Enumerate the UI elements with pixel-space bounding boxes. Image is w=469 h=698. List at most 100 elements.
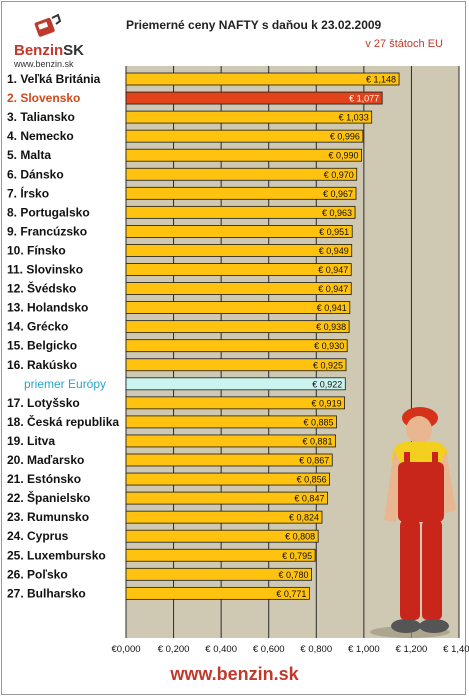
category-label: 6. Dánsko	[7, 167, 64, 181]
bar-value-label: € 1,033	[339, 113, 369, 123]
bar	[125, 472, 331, 486]
bar	[125, 548, 316, 562]
category-label: 5. Malta	[7, 148, 51, 162]
x-tick-label: € 0,400	[205, 644, 237, 655]
bar	[125, 110, 373, 124]
bar	[125, 244, 353, 257]
bar	[125, 224, 353, 238]
fuel-pump-icon	[34, 13, 62, 37]
category-label: 4. Nemecko	[7, 129, 74, 143]
category-label: 15. Belgicko	[7, 339, 77, 353]
bar-value-label: € 0,856	[297, 475, 327, 485]
bar	[125, 586, 310, 600]
bar-value-label: € 0,930	[314, 341, 344, 351]
category-label: 16. Rakúsko	[7, 358, 77, 372]
category-label: 13. Holandsko	[7, 301, 88, 315]
bar-value-label: € 0,970	[324, 170, 354, 180]
bar	[125, 453, 333, 467]
category-label: 10. Fínsko	[7, 243, 66, 257]
bar	[125, 510, 323, 524]
bar-value-label: € 1,077	[349, 94, 379, 104]
bar	[125, 205, 356, 219]
category-label: priemer Európy	[24, 377, 106, 391]
bar-value-label: € 0,885	[303, 417, 333, 427]
bar-value-label: € 0,938	[316, 322, 346, 332]
category-label: 24. Cyprus	[7, 529, 69, 543]
benzin-logo: BenzinSK www.benzin.sk	[8, 12, 88, 69]
category-label: 2. Slovensko	[7, 91, 80, 105]
category-label: 19. Litva	[7, 434, 55, 448]
bar-value-label: € 0,963	[322, 208, 352, 218]
category-label: 11. Slovinsko	[7, 263, 83, 277]
category-label: 1. Veľká Británia	[7, 72, 101, 86]
bar	[125, 91, 383, 105]
logo-word: Benzin	[14, 42, 64, 59]
bar	[125, 358, 347, 372]
bar	[125, 129, 364, 143]
logo-url: www.benzin.sk	[14, 59, 74, 69]
category-label: 26. Poľsko	[7, 567, 68, 581]
category-label: 8. Portugalsko	[7, 205, 90, 219]
bar-value-label: € 0,919	[312, 398, 342, 408]
bar-value-label: € 0,824	[289, 513, 319, 523]
category-label: 20. Maďarsko	[7, 453, 84, 467]
bar	[125, 301, 351, 315]
bar-value-label: € 0,771	[276, 589, 306, 599]
bar-value-label: € 0,947	[318, 265, 348, 275]
footer-url: www.benzin.sk	[170, 664, 299, 684]
bar-value-label: € 0,867	[299, 456, 329, 466]
mascot-illustration	[370, 407, 456, 638]
category-label: 23. Rumunsko	[7, 510, 89, 524]
bar-value-label: € 0,780	[278, 570, 308, 580]
bar-value-label: € 0,941	[317, 303, 347, 313]
logo-wordmark: BenzinSK	[14, 42, 84, 59]
category-label: 3. Taliansko	[7, 110, 75, 124]
bar-value-label: € 0,949	[319, 246, 349, 256]
bar	[125, 282, 352, 295]
category-label: 22. Španielsko	[7, 490, 90, 505]
category-label: 14. Grécko	[7, 320, 68, 334]
bar	[125, 529, 319, 543]
bar	[125, 396, 345, 410]
x-tick-label: € 1,400	[443, 644, 469, 655]
category-label: 7. Írsko	[7, 185, 49, 200]
bar	[125, 148, 362, 162]
chart-title: Priemerné ceny NAFTY s daňou k 23.02.200…	[126, 18, 382, 32]
category-label: 18. Česká republika	[7, 414, 119, 429]
bar	[125, 491, 328, 505]
bar-value-label: € 0,795	[282, 551, 312, 561]
bar-value-label: € 0,808	[285, 532, 315, 542]
x-tick-label: €0,000	[111, 644, 140, 655]
bar-value-label: € 0,951	[319, 227, 349, 237]
x-tick-label: € 1,200	[396, 644, 428, 655]
category-label: 25. Luxembursko	[7, 548, 106, 562]
bar-value-label: € 0,967	[323, 189, 353, 199]
bar-value-label: € 0,881	[303, 436, 333, 446]
bar	[125, 415, 337, 429]
bar	[125, 567, 312, 581]
bar-value-label: € 0,925	[313, 360, 343, 370]
bar	[125, 339, 348, 353]
x-tick-label: € 1,000	[348, 644, 380, 655]
chart-subtitle: v 27 štátoch EU	[365, 38, 443, 50]
category-label: 12. Švédsko	[7, 281, 76, 296]
bar	[125, 377, 346, 391]
category-label: 17. Lotyšsko	[7, 396, 80, 410]
bar	[125, 167, 358, 181]
bar-value-label: € 0,996	[330, 132, 360, 142]
category-label: 9. Francúzsko	[7, 224, 87, 238]
bar	[125, 320, 350, 334]
bar	[125, 186, 357, 200]
bar	[125, 72, 400, 86]
category-label: 27. Bulharsko	[7, 586, 86, 600]
bar	[125, 434, 336, 448]
x-tick-label: € 0,800	[300, 644, 332, 655]
bar-value-label: € 1,148	[366, 75, 396, 85]
x-tick-label: € 0,200	[158, 644, 190, 655]
x-tick-label: € 0,600	[253, 644, 285, 655]
bar-value-label: € 0,847	[294, 494, 324, 504]
bar	[125, 263, 352, 276]
logo-sk: SK	[63, 42, 85, 59]
category-label: 21. Estónsko	[7, 472, 81, 486]
